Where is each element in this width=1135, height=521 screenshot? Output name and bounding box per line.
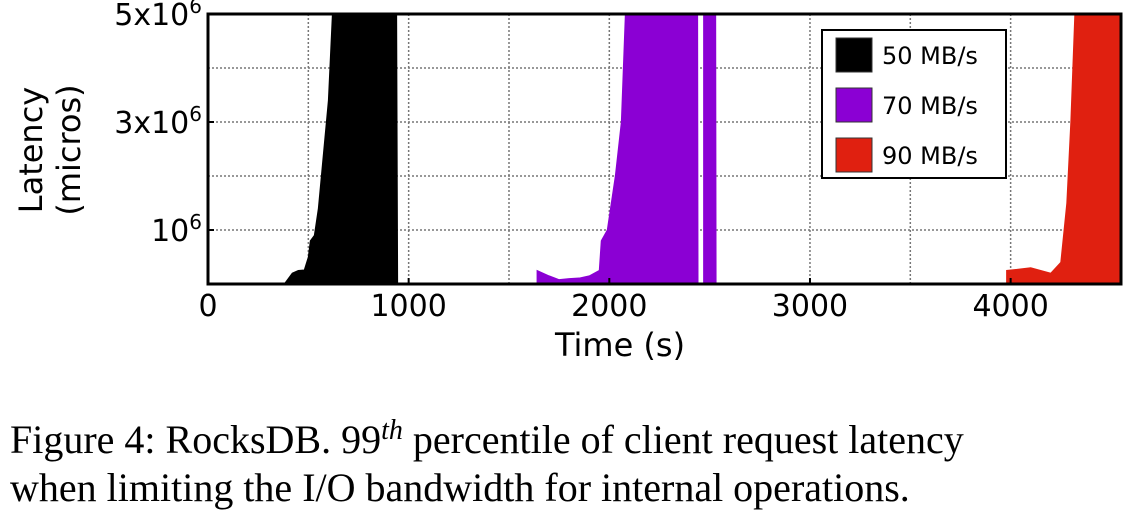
x-tick-label: 4000 xyxy=(972,289,1048,324)
y-axis-title: Latency (micros) xyxy=(12,84,88,215)
legend-swatch-50mbs xyxy=(835,37,873,73)
caption-superscript: th xyxy=(381,415,403,446)
series-layer xyxy=(208,13,1122,285)
legend: 50 MB/s 70 MB/s 90 MB/s xyxy=(821,29,1007,179)
x-axis-title: Time (s) xyxy=(554,326,685,364)
legend-label-90mbs: 90 MB/s xyxy=(882,142,978,170)
y-tick-label: 106 xyxy=(151,210,202,249)
x-tick-label: 3000 xyxy=(772,289,848,324)
x-tick-label: 0 xyxy=(198,289,217,324)
legend-label-50mbs: 50 MB/s xyxy=(882,42,978,70)
figure-caption: Figure 4: RocksDB. 99th percentile of cl… xyxy=(10,416,1130,512)
caption-line2: when limiting the I/O bandwidth for inte… xyxy=(10,465,910,510)
y-axis-title-line2: (micros) xyxy=(50,84,88,215)
plot-frame xyxy=(206,12,1123,286)
legend-swatch-70mbs xyxy=(835,87,873,123)
legend-swatch-90mbs xyxy=(835,137,873,173)
series-area-70mbs xyxy=(536,13,717,285)
series-area-50mbs xyxy=(208,13,399,285)
axis-ticks: 0 1000 2000 3000 4000 106 3x106 5x106 xyxy=(114,0,1049,324)
y-tick-label: 3x106 xyxy=(114,102,202,141)
y-tick-label: 5x106 xyxy=(114,0,202,33)
x-tick-label: 1000 xyxy=(370,289,446,324)
legend-label-70mbs: 70 MB/s xyxy=(882,92,978,120)
x-tick-label: 2000 xyxy=(571,289,647,324)
y-axis-title-line1: Latency xyxy=(12,87,50,213)
series-area-90mbs xyxy=(1006,13,1122,285)
caption-line1-rest: percentile of client request latency xyxy=(402,417,964,462)
caption-prefix: Figure 4: RocksDB. 99 xyxy=(10,417,382,462)
